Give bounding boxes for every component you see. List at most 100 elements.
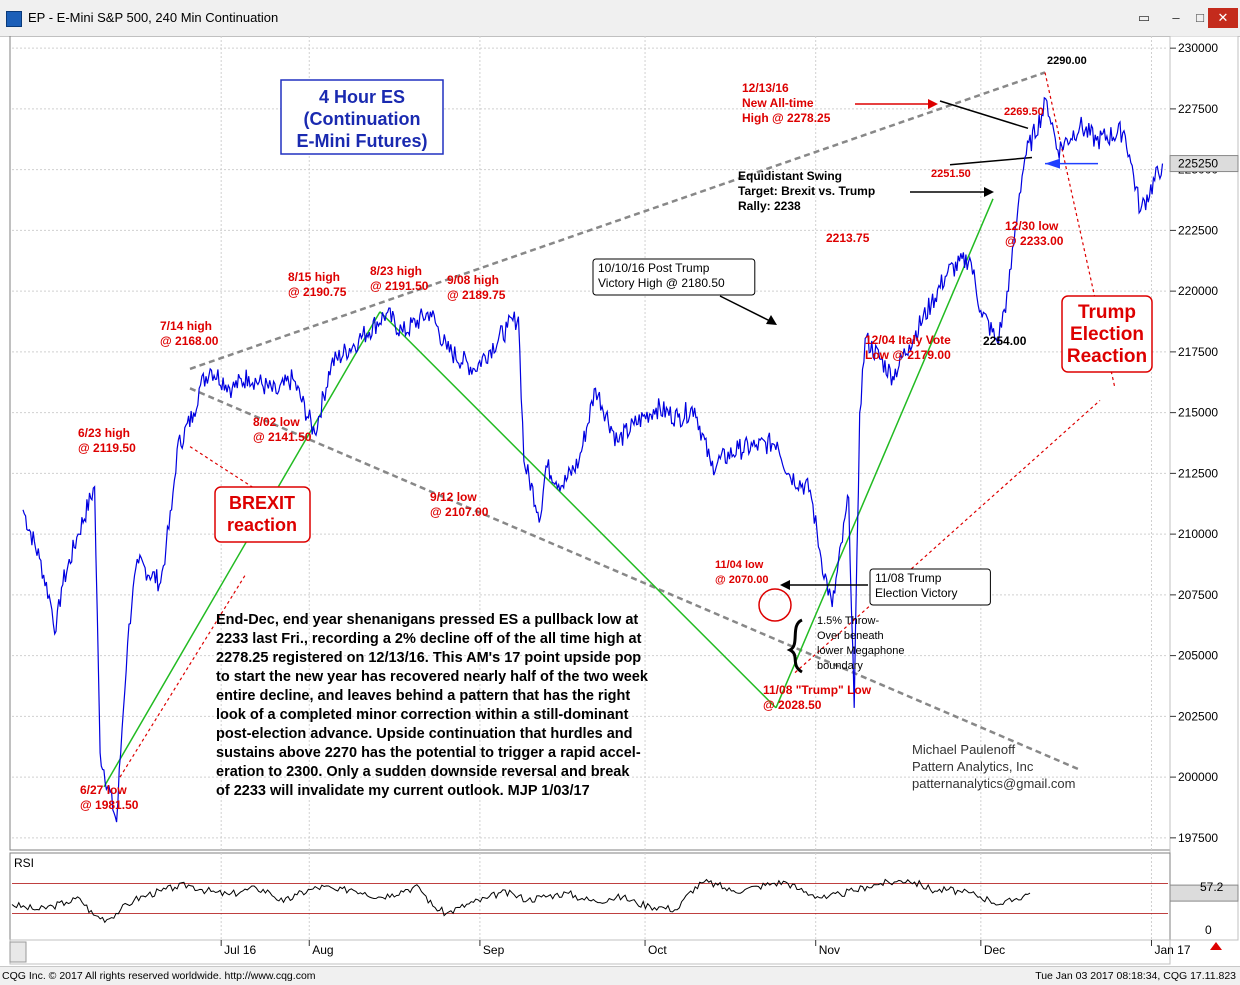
- window-title: EP - E-Mini S&P 500, 240 Min Continuatio…: [28, 10, 279, 25]
- annotation-text: 2254.00: [983, 334, 1027, 348]
- decline-swing-line: [379, 311, 777, 709]
- rsi-label: RSI: [14, 856, 34, 870]
- annotation-text: 10/10/16 Post Trump: [598, 261, 710, 275]
- annotation-box: [869, 568, 991, 606]
- brexit-callout-text: BREXIT: [229, 493, 295, 513]
- chart-frame: 2300002275002250002225002200002175002150…: [0, 35, 1240, 966]
- x-tick-label: Sep: [483, 943, 505, 957]
- annotation-text: Election Victory: [875, 586, 957, 600]
- trump-swing-line: [775, 198, 994, 709]
- high-pointer-head: [928, 99, 938, 109]
- annotation-text: @ 2028.50: [763, 698, 822, 712]
- post-trump-pointer: [719, 295, 773, 323]
- close-button[interactable]: ✕: [1208, 8, 1238, 28]
- pennant-upper-line: [939, 100, 1029, 130]
- x-tick-label: Dec: [984, 943, 1005, 957]
- trump-callout-text: Trump: [1078, 302, 1136, 323]
- y-tick-label: 227500: [1178, 102, 1218, 116]
- annotation-text: 2213.75: [826, 231, 870, 245]
- annotation-text: Target: Brexit vs. Trump: [738, 184, 875, 198]
- annotation-text: 11/08 "Trump" Low: [763, 683, 872, 697]
- price-scale: [1169, 35, 1239, 941]
- trump-callout-text: Reaction: [1067, 346, 1147, 367]
- y-tick-label: 222500: [1178, 223, 1218, 237]
- last-value-box: [1169, 155, 1239, 173]
- status-bar: CQG Inc. © 2017 All rights reserved worl…: [0, 966, 1240, 985]
- maximize-button[interactable]: □: [1196, 10, 1204, 25]
- rsi-value-box: [1169, 884, 1239, 902]
- megaphone-lower-line: [189, 387, 1081, 771]
- annotation-text: 9/08 high: [447, 273, 499, 287]
- annotation-text: @ 2191.50: [370, 279, 429, 293]
- commentary-line: to start the new year has recovered near…: [216, 669, 649, 685]
- annotation-text: Over beneath: [817, 630, 884, 642]
- y-tick-label: 207500: [1178, 588, 1218, 602]
- annotation-text: Victory High @ 2180.50: [598, 276, 725, 290]
- commentary-line: End-Dec, end year shenanigans pressed ES…: [216, 612, 638, 628]
- annotation-text: @ 2107.00: [430, 505, 489, 519]
- election-pointer-head: [780, 580, 790, 590]
- commentary-line: look of a completed minor correction wit…: [216, 707, 629, 723]
- chart-subtitle: E-Mini Futures): [297, 131, 428, 151]
- price-chart[interactable]: 2300002275002250002225002200002175002150…: [0, 35, 1240, 966]
- annotation-text: Equidistant Swing: [738, 169, 842, 183]
- annotation-text: @ 1981.50: [80, 798, 139, 812]
- annotation-text: @ 2070.00: [715, 574, 769, 586]
- commentary-line: 2233 last Fri., recording a 2% decline o…: [216, 631, 642, 647]
- commentary-line: eration to 2300. Only a sudden downside …: [216, 764, 630, 780]
- trump-callout-box: [1061, 295, 1153, 373]
- annotation-text: 11/08 Trump: [875, 571, 942, 585]
- x-tick-label: Jul 16: [224, 943, 256, 957]
- annotation-text: 2269.50: [1004, 106, 1044, 118]
- annotation-text: @ 2190.75: [288, 285, 347, 299]
- x-tick-label: Nov: [819, 943, 840, 957]
- annotation-text: @ 2141.50: [253, 430, 312, 444]
- annotation-text: 12/30 low: [1005, 219, 1059, 233]
- commentary-line: of 2233 will invalidate my current outlo…: [216, 783, 590, 799]
- chart-title: 4 Hour ES: [319, 87, 405, 107]
- commentary-line: sustains above 2270 has the potential to…: [216, 745, 641, 761]
- y-tick-label: 202500: [1178, 709, 1218, 723]
- annotation-text: Low @ 2179.00: [865, 348, 951, 362]
- annotation-text: New All-time: [742, 96, 814, 110]
- annotation-text: 7/14 high: [160, 319, 212, 333]
- commentary-line: post-election advance. Upside continuati…: [216, 726, 633, 742]
- title-box: [280, 79, 444, 155]
- annotation-text: 8/23 high: [370, 264, 422, 278]
- annotation-text: @ 2119.50: [78, 441, 136, 455]
- price-series-line: [22, 96, 1164, 823]
- y-tick-label: 212500: [1178, 466, 1218, 480]
- y-tick-label: 197500: [1178, 831, 1218, 845]
- annotation-text: Rally: 2238: [738, 199, 801, 213]
- annotation-text: @ 2233.00: [1005, 234, 1064, 248]
- window-titlebar: EP - E-Mini S&P 500, 240 Min Continuatio…: [0, 0, 1240, 37]
- copyright-text: CQG Inc. © 2017 All rights reserved worl…: [2, 970, 316, 982]
- rsi-value-label: 57.2: [1200, 880, 1224, 894]
- brexit-swing-line: [103, 311, 381, 788]
- y-tick-label: 215000: [1178, 406, 1218, 420]
- price-panel: [9, 35, 1171, 851]
- annotation-text: 9/12 low: [430, 490, 477, 504]
- annotation-text: 8/15 high: [288, 270, 340, 284]
- brexit-callout-box: [214, 486, 311, 543]
- y-tick-label: 205000: [1178, 649, 1218, 663]
- annotation-text: 2290.00: [1047, 55, 1087, 67]
- brexit-callout-text: reaction: [227, 515, 297, 535]
- y-tick-label: 230000: [1178, 41, 1218, 55]
- timestamp-text: Tue Jan 03 2017 08:18:34, CQG 17.11.823: [1035, 970, 1236, 982]
- credit-line: Pattern Analytics, Inc: [912, 759, 1034, 774]
- rsi-zero-label: 0: [1205, 923, 1212, 937]
- restore-button[interactable]: ▭: [1137, 10, 1151, 25]
- minimize-button[interactable]: –: [1172, 10, 1180, 25]
- credit-line: patternanalytics@gmail.com: [912, 776, 1075, 791]
- annotation-text: @ 2189.75: [447, 288, 506, 302]
- scroll-up-icon: [1210, 942, 1222, 950]
- chart-subtitle: (Continuation: [304, 109, 421, 129]
- annotation-text: 12/04 Italy Vote: [865, 333, 951, 347]
- x-tick-label: Jan 17: [1154, 943, 1190, 957]
- y-tick-label: 217500: [1178, 345, 1218, 359]
- last-value-label: 225250: [1178, 157, 1218, 171]
- megaphone-upper-line: [189, 71, 1046, 371]
- annotation-text: 11/04 low: [715, 559, 764, 571]
- rsi-panel: [9, 852, 1171, 941]
